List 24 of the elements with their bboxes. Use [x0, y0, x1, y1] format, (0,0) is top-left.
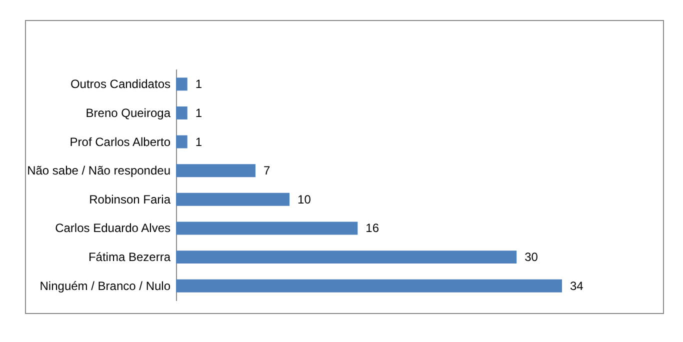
bar	[176, 164, 256, 178]
bar	[176, 106, 188, 120]
data-label: 1	[195, 134, 202, 149]
data-label: 1	[195, 77, 202, 92]
y-tick-label: Carlos Eduardo Alves	[55, 221, 170, 236]
y-tick-label: Prof Carlos Alberto	[70, 134, 171, 149]
y-tick-label: Breno Queiroga	[86, 106, 171, 120]
data-label: 34	[570, 278, 584, 293]
data-label: 7	[263, 164, 270, 178]
bar	[176, 78, 188, 91]
data-label: 1	[195, 106, 202, 120]
data-label: 30	[524, 250, 538, 264]
y-tick-label: Fátima Bezerra	[88, 250, 171, 264]
y-tick-label: Robinson Faria	[89, 192, 171, 206]
bar	[176, 135, 188, 148]
bar	[176, 222, 358, 235]
bar	[176, 250, 517, 264]
bar	[176, 279, 562, 292]
data-label: 10	[298, 192, 312, 206]
y-tick-label: Ninguém / Branco / Nulo	[40, 278, 171, 293]
y-tick-label: Outros Candidatos	[70, 77, 170, 92]
y-tick-label: Não sabe / Não respondeu	[27, 164, 170, 178]
data-label: 16	[366, 221, 380, 236]
bar	[176, 192, 290, 206]
